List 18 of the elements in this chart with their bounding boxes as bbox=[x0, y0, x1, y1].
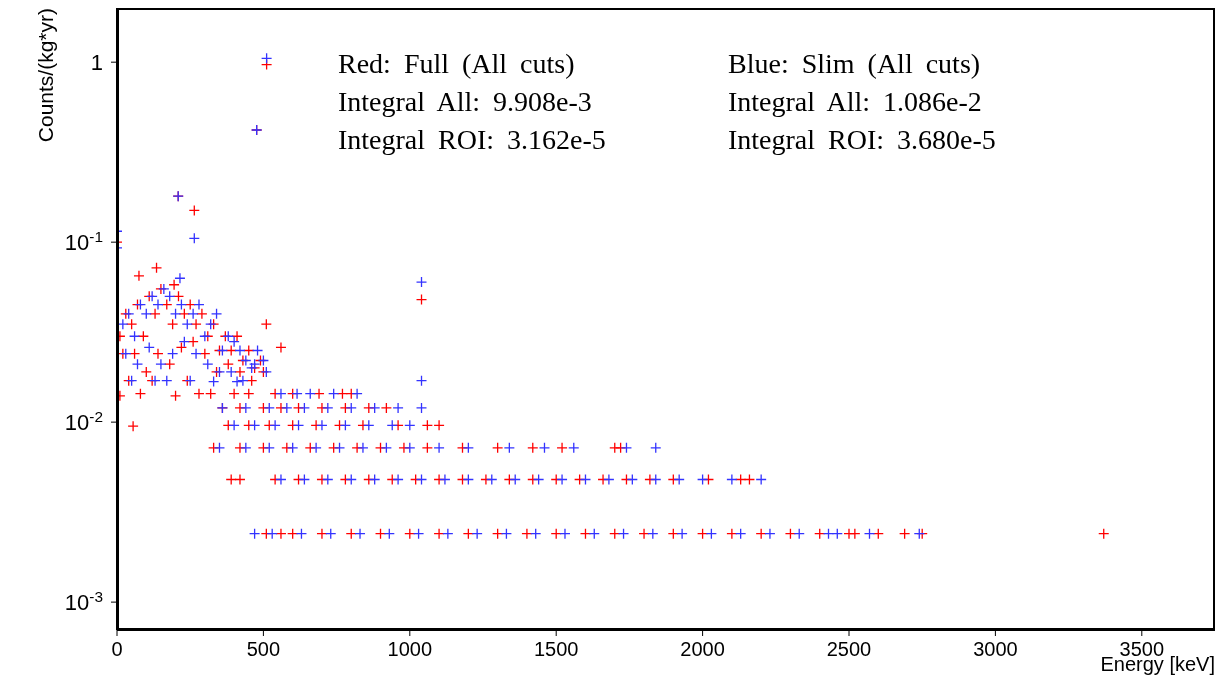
x-tick-label: 1500 bbox=[533, 638, 579, 660]
annotation: Blue: Slim (All cuts) bbox=[728, 48, 982, 80]
annotation: Red: Full (All cuts) bbox=[338, 48, 576, 80]
y-tick-label: 10$^{-2}$ bbox=[64, 407, 103, 436]
x-tick-label: 2500 bbox=[826, 638, 872, 660]
annotation: Integral ROI: 3.162e-5 bbox=[338, 124, 607, 156]
annotation: Integral All: 1.086e-2 bbox=[728, 86, 983, 118]
y-axis-title: Counts/(kg*yr) bbox=[34, 8, 58, 143]
x-tick-label: 1000 bbox=[387, 638, 433, 660]
x-tick-label: 500 bbox=[246, 638, 281, 660]
annotation: Integral All: 9.908e-3 bbox=[338, 86, 593, 118]
x-tick-label: 0 bbox=[111, 638, 123, 660]
y-tick-label: 10$^{-3}$ bbox=[64, 587, 103, 616]
annotation: Integral ROI: 3.680e-5 bbox=[728, 124, 997, 156]
y-tick-label: 10$^{-1}$ bbox=[64, 227, 103, 256]
y-tick-label: 1 bbox=[90, 50, 103, 76]
x-tick-label: 3000 bbox=[973, 638, 1018, 660]
x-tick-label: 2000 bbox=[680, 638, 725, 660]
